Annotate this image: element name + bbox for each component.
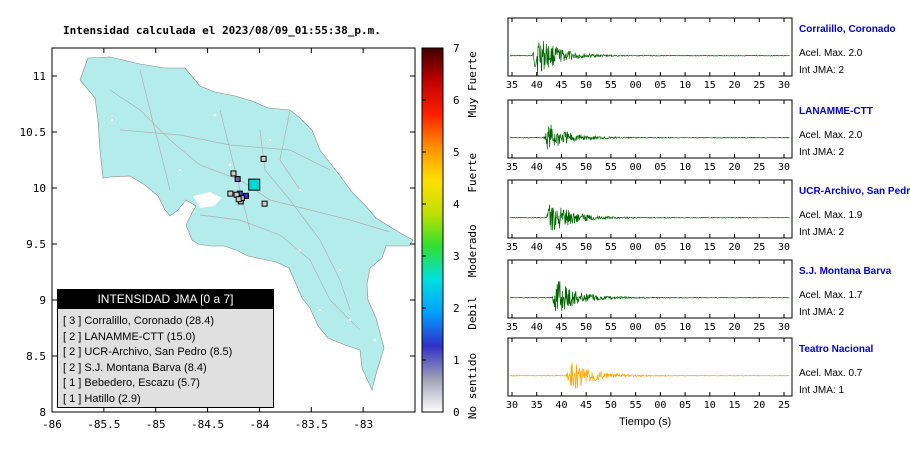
colorbar-labels: No sentido Debil Moderado Fuerte Muy Fuerte xyxy=(466,51,479,419)
map-title: Intensidad calculada el 2023/08/09_01:55… xyxy=(63,24,381,37)
map-y-tick-label: 9.5 xyxy=(26,238,46,251)
map-y-tick-label: 8 xyxy=(39,406,46,419)
map-y-tick-label: 11 xyxy=(33,70,46,83)
station-marker xyxy=(260,155,267,162)
station-marker xyxy=(261,200,268,207)
station-marker xyxy=(235,196,242,203)
map-y-ticks: 11 10.5 10 9.5 9 8.5 8 xyxy=(20,70,415,419)
map-x-tick-label: -86 xyxy=(42,418,62,431)
intensity-legend: INTENSIDAD JMA [0 a 7] [ 3 ] Corralillo,… xyxy=(57,289,274,408)
map-x-tick-label: -84 xyxy=(249,418,269,431)
jma-intensity: Int JMA: 2 xyxy=(799,65,845,76)
legend-item: [ 2 ] UCR-Archivo, San Pedro (8.5) xyxy=(63,346,233,358)
legend-item: [ 1 ] Hatillo (2.9) xyxy=(63,392,141,405)
map-y-tick-label: 10.5 xyxy=(20,126,47,139)
station-name: Corralillo, Coronado xyxy=(799,24,896,35)
station-marker xyxy=(227,190,234,197)
colorbar-category-label: No sentido xyxy=(466,353,479,419)
colorbar-tick-label: 7 xyxy=(453,42,460,55)
legend-item: [ 2 ] LANAMME-CTT (15.0) xyxy=(63,330,196,343)
colorbar-category-label: Muy Fuerte xyxy=(466,51,479,117)
max-acceleration: Acel. Max. 2.0 xyxy=(799,48,863,59)
legend-item: [ 3 ] Corralillo, Coronado (28.4) xyxy=(63,315,215,327)
map-y-tick-label: 10 xyxy=(33,182,46,195)
max-acceleration: Acel. Max. 2.0 xyxy=(799,130,863,141)
colorbar xyxy=(421,47,444,413)
max-acceleration: Acel. Max. 1.7 xyxy=(799,290,863,301)
max-acceleration: Acel. Max. 1.9 xyxy=(799,210,863,221)
colorbar-category-label: Moderado xyxy=(466,224,479,277)
colorbar-tick-label: 2 xyxy=(453,302,460,315)
map-x-tick-label: -83 xyxy=(353,418,373,431)
nicoya-inlet xyxy=(193,192,222,208)
colorbar-category-label: Fuerte xyxy=(466,153,479,193)
station-name: Teatro Nacional xyxy=(799,344,874,355)
colorbar-tick-label: 5 xyxy=(453,146,460,159)
station-name: UCR-Archivo, San Pedro xyxy=(799,186,910,197)
map-x-tick-label: -85.5 xyxy=(87,418,120,431)
map-x-tick-label: -83.5 xyxy=(295,418,328,431)
colorbar-tick-label: 3 xyxy=(453,250,460,263)
jma-intensity: Int JMA: 2 xyxy=(799,147,845,158)
station-name: S.J. Montana Barva xyxy=(799,266,892,277)
colorbar-category-label: Debil xyxy=(466,297,479,330)
jma-intensity: Int JMA: 2 xyxy=(799,227,845,238)
max-acceleration: Acel. Max. 0.7 xyxy=(799,368,863,379)
station-name: LANAMME-CTT xyxy=(799,106,873,117)
legend-item: [ 2 ] S.J. Montana Barva (8.4) xyxy=(63,361,207,374)
country-shape xyxy=(79,56,414,391)
map-y-tick-label: 8.5 xyxy=(26,350,46,363)
map-y-tick-label: 9 xyxy=(39,294,46,307)
station-marker xyxy=(230,170,237,177)
towns xyxy=(110,113,377,342)
colorbar-tick-label: 1 xyxy=(453,354,460,367)
colorbar-ticks: 0 1 2 3 4 5 6 7 xyxy=(422,42,460,419)
colorbar-tick-label: 0 xyxy=(453,406,460,419)
map-x-ticks: -86 -85.5 -85 -84.5 -84 -83.5 -83 xyxy=(42,48,373,431)
legend-item: [ 1 ] Bebedero, Escazu (5.7) xyxy=(63,377,200,389)
jma-intensity: Int JMA: 1 xyxy=(799,385,845,396)
colorbar-tick-label: 4 xyxy=(453,198,460,211)
station-markers xyxy=(227,155,268,207)
time-axis-label: Tiempo (s) xyxy=(619,416,672,428)
legend-title: INTENSIDAD JMA [0 a 7] xyxy=(58,290,273,309)
station-marker xyxy=(234,176,241,183)
colorbar-tick-label: 6 xyxy=(453,94,460,107)
jma-intensity: Int JMA: 2 xyxy=(799,307,845,318)
map-x-tick-label: -85 xyxy=(146,418,166,431)
station-marker xyxy=(248,178,261,191)
map-x-tick-label: -84.5 xyxy=(191,418,224,431)
